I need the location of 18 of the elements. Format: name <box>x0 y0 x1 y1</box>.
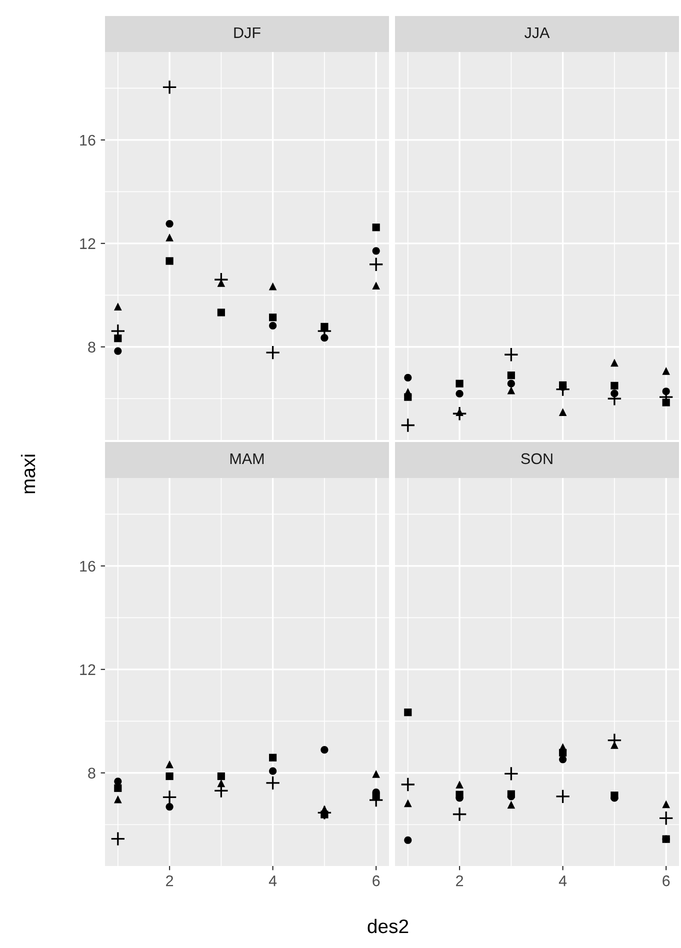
x-tick-label: 6 <box>372 875 380 886</box>
x-tick-label: 4 <box>558 876 567 886</box>
chart-title: SON <box>521 453 552 464</box>
x-tick-label: 2 <box>166 875 174 886</box>
y-tick-label: 16 <box>80 134 96 146</box>
y-tick-label: 12 <box>80 238 96 249</box>
chart-title: MAM <box>230 453 264 464</box>
y-tick-label: 8 <box>88 342 96 353</box>
y-tick-label: 12 <box>80 664 96 675</box>
chart-title: JJA <box>524 27 550 38</box>
chart-title: DJF <box>234 27 260 38</box>
x-tick-label: 6 <box>662 875 670 886</box>
y-tick-label: 8 <box>88 768 96 779</box>
x-tick-label: 4 <box>268 876 277 886</box>
x-tick-label: 2 <box>456 875 464 886</box>
y-axis-title: maxi <box>20 454 36 494</box>
x-axis-title: des2 <box>368 918 408 934</box>
y-tick-label: 16 <box>80 560 96 572</box>
